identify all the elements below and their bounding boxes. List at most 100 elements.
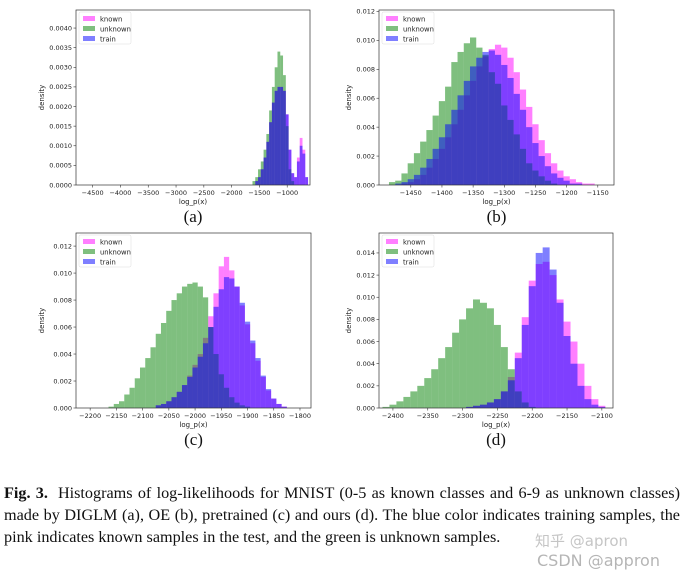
legend-label-known: known	[100, 238, 122, 246]
legend-label-unknown: unknown	[100, 25, 131, 33]
histogram-bar-train	[281, 406, 287, 408]
y-tick-label: 0.002	[356, 382, 375, 390]
histogram-bar-train	[470, 66, 477, 185]
x-tick-label: −2200	[79, 412, 101, 420]
y-axis-label: density	[38, 85, 46, 111]
histogram-bar-unknown	[145, 358, 151, 408]
x-tick-label: −1950	[210, 412, 232, 420]
histogram-bar-train	[563, 180, 570, 185]
histogram-bar-train	[542, 247, 550, 408]
histogram-bar-train	[570, 363, 578, 408]
legend: known unknown train	[381, 11, 435, 45]
y-tick-label: 0.0020	[49, 103, 72, 111]
histogram-bar-train	[526, 127, 533, 185]
histogram-bar-train	[426, 158, 433, 185]
figure-panels: −4500 −4000 −3500 −3000 −2500 −2000 −1500 −1000…	[38, 8, 615, 449]
histogram-bar-known	[569, 179, 576, 185]
x-tick-label: −1500	[248, 189, 270, 197]
panel-label: (a)	[184, 207, 203, 226]
y-tick-label: 0.000	[356, 404, 375, 412]
histogram-bar-unknown	[473, 299, 480, 408]
histogram-bar-train	[213, 306, 219, 408]
x-tick-label: −1800	[289, 412, 311, 420]
histogram-bar-train	[556, 302, 564, 408]
histogram-bar-train	[250, 340, 256, 408]
histogram-bar-train	[244, 321, 251, 408]
plot-frame	[75, 232, 312, 409]
x-tick-label: −3000	[165, 189, 187, 197]
histogram-bar-train	[285, 114, 289, 185]
x-tick-label: −2400	[382, 412, 404, 420]
legend-swatch-known	[83, 239, 95, 244]
histogram-bar-known	[575, 182, 583, 185]
y-tick-label: 0.004	[356, 123, 375, 131]
x-axis-label: log_p(x)	[179, 421, 207, 429]
y-tick-label: 0.008	[356, 316, 375, 324]
histogram-bar-unknown	[486, 308, 494, 408]
histogram-bar-train	[234, 286, 240, 408]
histogram-bar-train	[395, 183, 402, 185]
histogram-bar-train	[528, 286, 536, 408]
histogram-bar-unknown	[160, 322, 167, 408]
y-tick-label: 0.0035	[49, 44, 72, 52]
histogram-bar-train	[482, 51, 489, 185]
histogram-bar-train	[569, 183, 576, 185]
histogram-bar-unknown	[466, 308, 474, 408]
histogram-bar-train	[591, 404, 599, 408]
x-tick-label: −3500	[137, 189, 159, 197]
y-tick-label: 0.0015	[49, 122, 72, 130]
histogram-bar-unknown	[176, 293, 182, 408]
bars	[252, 51, 309, 185]
x-tick-label: −2150	[556, 412, 578, 420]
y-tick-label: 0.0010	[49, 142, 72, 150]
x-tick-label: −1900	[237, 412, 259, 420]
y-tick-label: 0.014	[356, 249, 375, 257]
histogram-bar-train	[305, 177, 309, 185]
histogram-bar-train	[501, 64, 508, 185]
y-tick-label: 0.002	[356, 152, 375, 160]
watermark-zhihu: 知乎 @apron	[535, 532, 629, 550]
x-tick-label: −2250	[486, 412, 508, 420]
y-tick-label: 0.000	[356, 181, 375, 189]
histogram-bar-train	[494, 54, 502, 185]
x-tick-label: −4000	[109, 189, 131, 197]
histogram-bar-unknown	[438, 358, 446, 408]
bars	[108, 256, 287, 408]
histogram-bar-unknown	[431, 369, 439, 408]
histogram-bar-train	[197, 356, 203, 408]
histogram-bar-unknown	[420, 141, 427, 185]
histogram-bar-train	[296, 161, 300, 185]
panel-label: (d)	[486, 430, 506, 449]
histogram-bar-train	[598, 406, 606, 408]
x-tick-label: −1250	[524, 189, 546, 197]
histogram-bar-train	[407, 179, 414, 185]
histogram-bar-train	[266, 141, 270, 185]
legend-swatch-train	[83, 36, 95, 41]
histogram-bar-train	[294, 177, 297, 185]
histogram-bar-known	[584, 385, 592, 408]
histogram-bar-unknown	[139, 367, 146, 408]
histogram-bar-train	[288, 149, 292, 185]
histogram-bar-train	[166, 401, 172, 408]
caption-label: Fig. 3.	[4, 484, 48, 502]
histogram-bar-train	[549, 269, 557, 408]
histogram-bar-train	[538, 156, 545, 185]
histogram-bar-known	[577, 363, 585, 408]
x-tick-label: −2200	[521, 412, 543, 420]
histogram-bar-train	[208, 327, 214, 408]
figure-caption: Fig. 3. Histograms of log-likelihoods for…	[4, 482, 680, 548]
histogram-bar-train	[269, 122, 272, 185]
histogram-bar-unknown	[150, 347, 156, 408]
histogram-bar-train	[277, 86, 281, 185]
histogram-bar-unknown	[382, 406, 390, 408]
histogram-bar-unknown	[155, 333, 161, 408]
y-tick-label: 0.0025	[49, 83, 72, 91]
x-tick-label: −1200	[556, 189, 578, 197]
panel-label: (b)	[487, 207, 507, 226]
bars	[382, 247, 606, 408]
histogram-bar-unknown	[129, 387, 135, 408]
histogram-bar-train	[263, 157, 267, 185]
histogram-bar-train	[187, 376, 193, 408]
histogram-bar-train	[291, 173, 295, 185]
y-tick-label: 0.0040	[49, 24, 72, 32]
